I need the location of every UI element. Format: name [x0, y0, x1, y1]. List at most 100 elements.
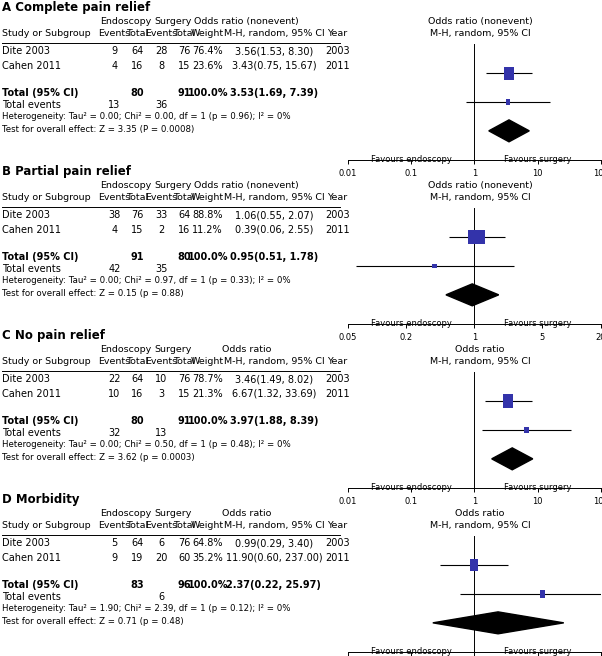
Text: Total events: Total events: [2, 264, 61, 274]
Text: Dite 2003: Dite 2003: [2, 539, 51, 548]
Text: Heterogeneity: Tau² = 1.90; Chi² = 2.39, df = 1 (p = 0.12); I² = 0%: Heterogeneity: Tau² = 1.90; Chi² = 2.39,…: [2, 604, 291, 613]
Text: 64: 64: [178, 211, 190, 220]
Text: Favours surgery: Favours surgery: [504, 483, 571, 493]
Text: Favours surgery: Favours surgery: [504, 319, 571, 329]
Text: 2011: 2011: [325, 60, 349, 71]
Text: Favours endoscopy: Favours endoscopy: [371, 319, 452, 329]
Text: 76: 76: [178, 47, 190, 56]
Text: 96: 96: [178, 580, 191, 590]
Text: 10: 10: [108, 388, 120, 399]
Text: Test for overall effect: Z = 0.15 (p = 0.88): Test for overall effect: Z = 0.15 (p = 0…: [2, 289, 184, 298]
Text: 76: 76: [178, 375, 190, 384]
FancyBboxPatch shape: [468, 230, 485, 245]
Text: 64: 64: [131, 47, 143, 56]
Text: Favours surgery: Favours surgery: [504, 155, 571, 165]
Text: Events: Events: [145, 521, 178, 530]
Text: 6: 6: [158, 539, 164, 548]
Polygon shape: [489, 120, 529, 142]
Text: 64.8%: 64.8%: [193, 539, 223, 548]
Text: Year: Year: [327, 193, 347, 202]
Text: 35: 35: [155, 264, 167, 274]
Text: 2003: 2003: [325, 375, 349, 384]
Text: 3.46(1.49, 8.02): 3.46(1.49, 8.02): [235, 375, 313, 384]
Text: 16: 16: [178, 224, 190, 235]
Text: 28: 28: [155, 47, 167, 56]
Text: Weight: Weight: [191, 357, 225, 366]
Text: 1.06(0.55, 2.07): 1.06(0.55, 2.07): [235, 211, 313, 220]
Text: Total: Total: [126, 193, 148, 202]
Text: C No pain relief: C No pain relief: [2, 329, 105, 342]
Text: 10: 10: [155, 375, 167, 384]
Text: 64: 64: [131, 539, 143, 548]
Text: 4: 4: [111, 224, 117, 235]
Text: Weight: Weight: [191, 193, 225, 202]
Text: 3.43(0.75, 15.67): 3.43(0.75, 15.67): [232, 60, 316, 71]
Text: Test for overall effect: Z = 0.71 (p = 0.48): Test for overall effect: Z = 0.71 (p = 0…: [2, 617, 184, 626]
Text: Heterogeneity: Tau² = 0.00; Chi² = 0.50, df = 1 (p = 0.48); I² = 0%: Heterogeneity: Tau² = 0.00; Chi² = 0.50,…: [2, 440, 291, 449]
Text: 15: 15: [178, 60, 190, 71]
Text: 23.6%: 23.6%: [193, 60, 223, 71]
Text: Surgery: Surgery: [154, 17, 191, 26]
Text: 0.99(0.29, 3.40): 0.99(0.29, 3.40): [235, 539, 313, 548]
Text: Total events: Total events: [2, 100, 61, 110]
Text: Odds ratio: Odds ratio: [222, 345, 272, 354]
Text: Test for overall effect: Z = 3.62 (p = 0.0003): Test for overall effect: Z = 3.62 (p = 0…: [2, 453, 195, 462]
Text: 2011: 2011: [325, 224, 349, 235]
Text: 80: 80: [131, 88, 144, 98]
Text: Surgery: Surgery: [154, 181, 191, 190]
Text: 3: 3: [158, 388, 164, 399]
Text: Study or Subgroup: Study or Subgroup: [2, 29, 91, 38]
Text: Year: Year: [327, 29, 347, 38]
Text: 32: 32: [108, 428, 120, 438]
Text: 76.4%: 76.4%: [193, 47, 223, 56]
Text: 100.0%: 100.0%: [187, 252, 228, 262]
Text: 0.39(0.06, 2.55): 0.39(0.06, 2.55): [235, 224, 313, 235]
Text: Events: Events: [98, 193, 131, 202]
Text: Endoscopy: Endoscopy: [100, 345, 152, 354]
Text: 6: 6: [158, 592, 164, 602]
Text: Favours endoscopy: Favours endoscopy: [371, 483, 452, 493]
Text: Total (95% CI): Total (95% CI): [2, 416, 79, 426]
Text: 2011: 2011: [325, 388, 349, 399]
Text: 4: 4: [111, 60, 117, 71]
Text: 100.0%: 100.0%: [187, 580, 228, 590]
Text: Cahen 2011: Cahen 2011: [2, 224, 61, 235]
Text: 15: 15: [178, 388, 190, 399]
Text: 22: 22: [108, 375, 120, 384]
Text: Heterogeneity: Tau² = 0.00; Chi² = 0.00, df = 1 (p = 0.96); I² = 0%: Heterogeneity: Tau² = 0.00; Chi² = 0.00,…: [2, 112, 291, 121]
Text: Heterogeneity: Tau² = 0.00; Chi² = 0.97, df = 1 (p = 0.33); I² = 0%: Heterogeneity: Tau² = 0.00; Chi² = 0.97,…: [2, 276, 291, 285]
Text: Events: Events: [98, 357, 131, 366]
Text: Odds ratio: Odds ratio: [455, 509, 504, 518]
FancyBboxPatch shape: [504, 66, 514, 79]
Text: Total events: Total events: [2, 592, 61, 602]
Text: Cahen 2011: Cahen 2011: [2, 388, 61, 399]
Text: Total: Total: [173, 193, 195, 202]
Text: 3.97(1.88, 8.39): 3.97(1.88, 8.39): [229, 416, 318, 426]
Text: Events: Events: [98, 29, 131, 38]
Text: Odds ratio: Odds ratio: [455, 345, 504, 354]
Text: Total: Total: [173, 521, 195, 530]
Text: Weight: Weight: [191, 29, 225, 38]
Text: M-H, random, 95% CI: M-H, random, 95% CI: [430, 521, 530, 530]
Text: D Morbidity: D Morbidity: [2, 493, 80, 506]
Text: 0.95(0.51, 1.78): 0.95(0.51, 1.78): [230, 252, 318, 262]
FancyBboxPatch shape: [432, 264, 437, 268]
Text: Dite 2003: Dite 2003: [2, 211, 51, 220]
Text: 88.8%: 88.8%: [193, 211, 223, 220]
FancyBboxPatch shape: [470, 559, 479, 571]
Text: M-H, random, 95% CI: M-H, random, 95% CI: [223, 193, 324, 202]
Text: 16: 16: [131, 60, 143, 71]
Text: M-H, random, 95% CI: M-H, random, 95% CI: [430, 29, 530, 38]
Text: Surgery: Surgery: [154, 345, 191, 354]
Text: 2003: 2003: [325, 539, 349, 548]
Text: 35.2%: 35.2%: [192, 552, 223, 563]
Text: Total: Total: [126, 357, 148, 366]
Text: 91: 91: [178, 88, 191, 98]
Text: 60: 60: [178, 552, 190, 563]
Text: 6.67(1.32, 33.69): 6.67(1.32, 33.69): [232, 388, 316, 399]
Text: 8: 8: [158, 60, 164, 71]
Text: M-H, random, 95% CI: M-H, random, 95% CI: [430, 357, 530, 366]
Text: 64: 64: [131, 375, 143, 384]
Text: 76: 76: [178, 539, 190, 548]
Text: B Partial pain relief: B Partial pain relief: [2, 165, 131, 178]
